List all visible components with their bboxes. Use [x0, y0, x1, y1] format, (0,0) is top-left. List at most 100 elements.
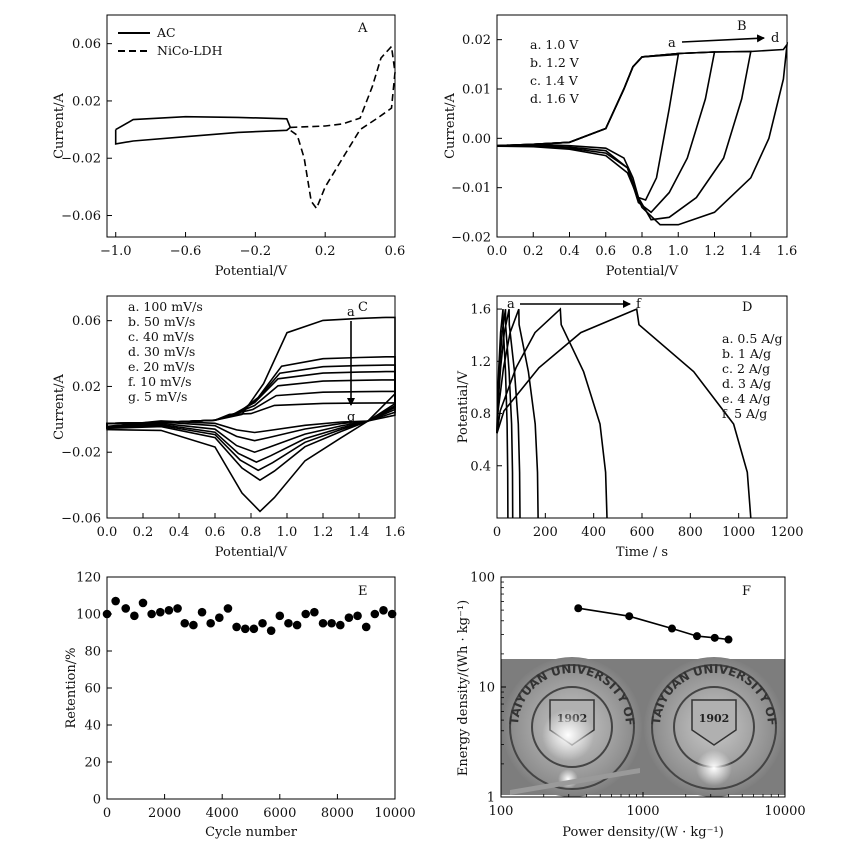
panel-a-series-ac [114, 115, 292, 145]
panel-b-ytick-label: 0.02 [462, 33, 491, 48]
panel-a-curves [114, 44, 396, 211]
panel-c-ytick-label: −0.02 [61, 446, 101, 461]
panel-d-ticks: 0 200 400 600 800 1000 1200 0.4 0.8 1.2 1.6 [470, 303, 803, 540]
panel-e-point [111, 596, 120, 606]
panel-c-legend-g: g. 5 mV/s [128, 389, 187, 404]
panel-b-legend-d: d. 1.6 V [530, 91, 580, 106]
panel-e-point [206, 618, 215, 628]
panel-e-point [223, 604, 233, 613]
panel-b-cv-windows: 0.0 0.2 0.4 0.6 0.8 1.0 1.2 1.4 1.6 −0.02 −0.01 0.0… [443, 14, 797, 279]
panel-e-point [292, 620, 302, 630]
panel-e-xtick-label: 2000 [148, 806, 181, 821]
panel-d-xtick-label: 800 [678, 525, 703, 540]
panel-a-xtick-label: −0.2 [240, 244, 272, 259]
panel-a-cv-comparison: −1.0 −0.6 −0.2 0.2 0.6 −0.06 −0.02 0.02 0.06 A A… [52, 14, 405, 279]
panel-e-point [130, 611, 139, 621]
panel-b-letter: B [737, 19, 747, 34]
panel-b-arrow-end-label: d [771, 31, 779, 46]
panel-c-xtick-label: 0.0 [97, 525, 118, 540]
panel-d-xtick-label: 1000 [722, 525, 755, 540]
panel-e-ticks: 0 2000 4000 6000 8000 10000 0 20 40 60 80 100 120 [76, 571, 416, 822]
panel-d-curves [496, 307, 752, 519]
panel-d-legend-b: b. 1 A/g [722, 346, 771, 361]
panel-e-point [121, 604, 131, 613]
panel-e-xtick-label: 4000 [206, 806, 239, 821]
panel-e-point [240, 624, 250, 634]
panel-e-point [327, 618, 336, 628]
panel-b-xtick-label: 0.0 [487, 244, 508, 259]
panel-a-ylabel: Current/A [52, 92, 67, 158]
panel-a-ytick-label: −0.06 [61, 209, 101, 224]
panel-b-xtick-label: 0.4 [559, 244, 580, 259]
panel-a-ytick-label: −0.02 [61, 152, 101, 167]
panel-e-point [344, 613, 354, 622]
panel-d-xtick-label: 600 [630, 525, 655, 540]
panel-d-ylabel: Potential/V [456, 370, 471, 443]
panel-a-series-nico-ldh [289, 44, 396, 211]
panel-e-point [318, 618, 328, 628]
panel-f-point [724, 635, 733, 644]
panel-c-ytick-label: −0.06 [61, 512, 101, 527]
panel-f-point [692, 632, 701, 641]
panel-f-ticks: 100 1000 10000 1 10 100 [470, 571, 806, 820]
panel-e-ylabel: Retention/% [64, 647, 79, 728]
panel-f-seal-left-ring [509, 664, 635, 790]
panel-f-ytick-label: 10 [478, 681, 495, 696]
panel-f-seal-right-glare [696, 750, 732, 786]
panel-e-point [258, 618, 267, 628]
panel-f-ytick-label: 1 [487, 791, 495, 806]
panel-e-point [215, 613, 224, 622]
panel-e-point [173, 604, 182, 613]
panel-c-xtick-label: 0.6 [205, 525, 226, 540]
panel-f-seal-left-inner-ring [531, 686, 613, 768]
panel-a-ytick-label: 0.02 [72, 94, 101, 109]
panel-d-legend-c: c. 2 A/g [722, 361, 770, 376]
panel-a-legend-nico: NiCo-LDH [157, 43, 223, 58]
panel-a-legend-ac: AC [156, 25, 176, 40]
panel-a-xlabel: Potential/V [215, 264, 288, 279]
panel-c-xtick-label: 1.2 [313, 525, 334, 540]
panel-e-ytick-label: 0 [93, 793, 101, 808]
panel-e-point [197, 607, 207, 617]
panel-c-ylabel: Current/A [52, 373, 67, 439]
panel-e-point [147, 609, 156, 619]
panel-d-xtick-label: 0 [493, 525, 501, 540]
panel-b-legend-a: a. 1.0 V [530, 37, 579, 52]
panel-e-ytick-label: 80 [84, 645, 101, 660]
panel-b-arrow-start-label: a [668, 36, 676, 51]
panel-d-series-c [496, 308, 539, 519]
panel-c-legend-f: f. 10 mV/s [128, 374, 192, 389]
panel-e-point [180, 618, 190, 628]
panel-d-legend-d: d. 3 A/g [722, 376, 771, 391]
panel-b-xtick-label: 1.0 [668, 244, 689, 259]
panel-f-seal-left: 1902 TAIYUAN UNIVERSITY OF TECHNOLOGY [0, 0, 642, 797]
panel-c-xtick-label: 0.2 [133, 525, 154, 540]
panel-c-legend-c: c. 40 mV/s [128, 329, 194, 344]
panel-a-ticks: −1.0 −0.6 −0.2 0.2 0.6 −0.06 −0.02 0.02 0.06 [61, 37, 405, 259]
panel-f-series-line [578, 607, 729, 641]
panel-e-xtick-label: 0 [103, 806, 111, 821]
panel-a-xtick-label: −1.0 [100, 244, 132, 259]
panel-e-points [102, 596, 397, 635]
panel-b-ytick-label: −0.02 [451, 231, 491, 246]
panel-c-arrow-end-label: g [347, 410, 355, 425]
panel-a-xtick-label: −0.6 [170, 244, 202, 259]
panel-f-seal-left-electrode [510, 768, 640, 795]
panel-b-ylabel: Current/A [443, 92, 458, 158]
panel-b-curves [496, 41, 789, 226]
panel-e-xtick-label: 8000 [321, 806, 354, 821]
panel-d-series-b [496, 307, 608, 519]
panel-d-ytick-label: 0.4 [470, 459, 491, 474]
panel-a-xtick-label: 0.2 [315, 244, 336, 259]
panel-c-xtick-label: 0.4 [169, 525, 190, 540]
panel-b-legend-c: c. 1.4 V [530, 73, 579, 88]
panel-d-legend-e: e. 4 A/g [722, 391, 771, 406]
panel-d-ytick-label: 1.6 [470, 303, 491, 318]
panel-f-series [574, 604, 733, 644]
panel-b-ytick-label: −0.01 [451, 181, 491, 196]
panel-e-point [361, 622, 371, 632]
panel-b-xlabel: Potential/V [606, 264, 679, 279]
panel-e-point [387, 609, 397, 619]
panel-e-point [138, 598, 148, 608]
